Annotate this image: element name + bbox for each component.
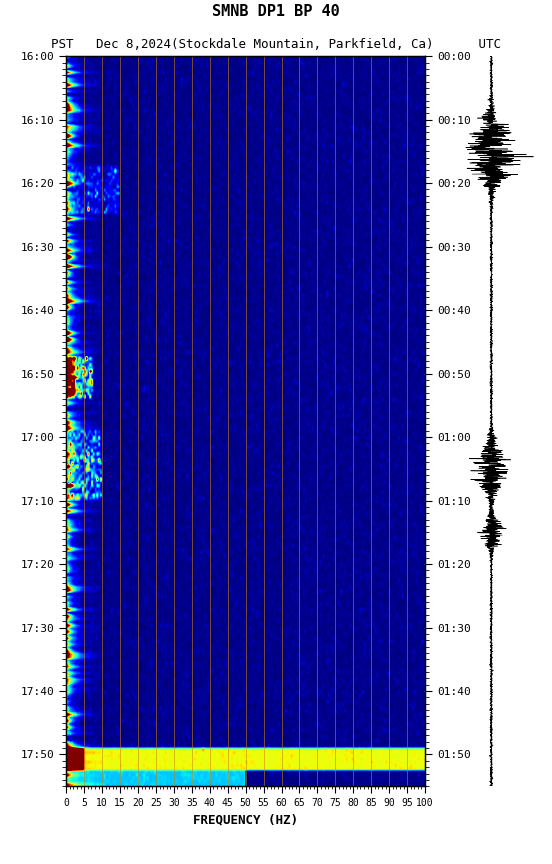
X-axis label: FREQUENCY (HZ): FREQUENCY (HZ): [193, 814, 298, 827]
Text: SMNB DP1 BP 40: SMNB DP1 BP 40: [212, 3, 340, 19]
Text: PST   Dec 8,2024(Stockdale Mountain, Parkfield, Ca)      UTC: PST Dec 8,2024(Stockdale Mountain, Parkf…: [51, 38, 501, 52]
